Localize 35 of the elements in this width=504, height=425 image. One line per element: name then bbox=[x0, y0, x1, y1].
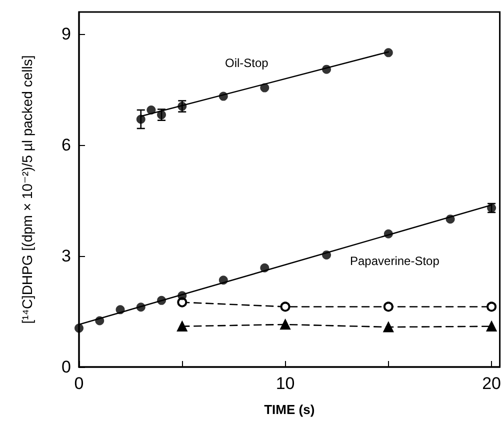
point bbox=[384, 229, 393, 238]
y-tick-label: 6 bbox=[62, 136, 71, 155]
point bbox=[322, 250, 332, 260]
x-axis-title: TIME (s) bbox=[264, 402, 315, 417]
point bbox=[383, 322, 394, 332]
point bbox=[157, 296, 166, 305]
point bbox=[218, 276, 228, 285]
point bbox=[136, 302, 146, 312]
point bbox=[322, 64, 332, 74]
x-tick-label: 20 bbox=[482, 374, 502, 393]
point bbox=[95, 316, 104, 326]
point bbox=[116, 305, 125, 314]
point bbox=[384, 48, 393, 58]
annotation: Papaverine-Stop bbox=[350, 254, 440, 268]
point bbox=[74, 324, 84, 333]
point bbox=[218, 92, 228, 101]
x-tick-label: 10 bbox=[276, 374, 295, 393]
point bbox=[260, 83, 270, 92]
y-tick-label: 0 bbox=[62, 358, 71, 376]
annotation: Oil-Stop bbox=[225, 56, 269, 70]
point bbox=[280, 319, 290, 330]
point bbox=[486, 302, 497, 312]
y-axis-title: [¹⁴C]DHPG [(dpm × 10⁻²)/5 µl packed cells] bbox=[19, 55, 35, 324]
point bbox=[280, 302, 290, 312]
point bbox=[146, 105, 156, 114]
point bbox=[260, 263, 270, 272]
point bbox=[446, 214, 455, 224]
y-tick-label: 3 bbox=[62, 246, 71, 266]
point bbox=[383, 302, 394, 312]
point bbox=[486, 321, 497, 332]
point bbox=[178, 291, 187, 300]
point bbox=[136, 114, 146, 124]
x-tick-label: 0 bbox=[74, 374, 84, 393]
y-tick-label: 9 bbox=[62, 24, 71, 44]
point bbox=[176, 321, 188, 332]
